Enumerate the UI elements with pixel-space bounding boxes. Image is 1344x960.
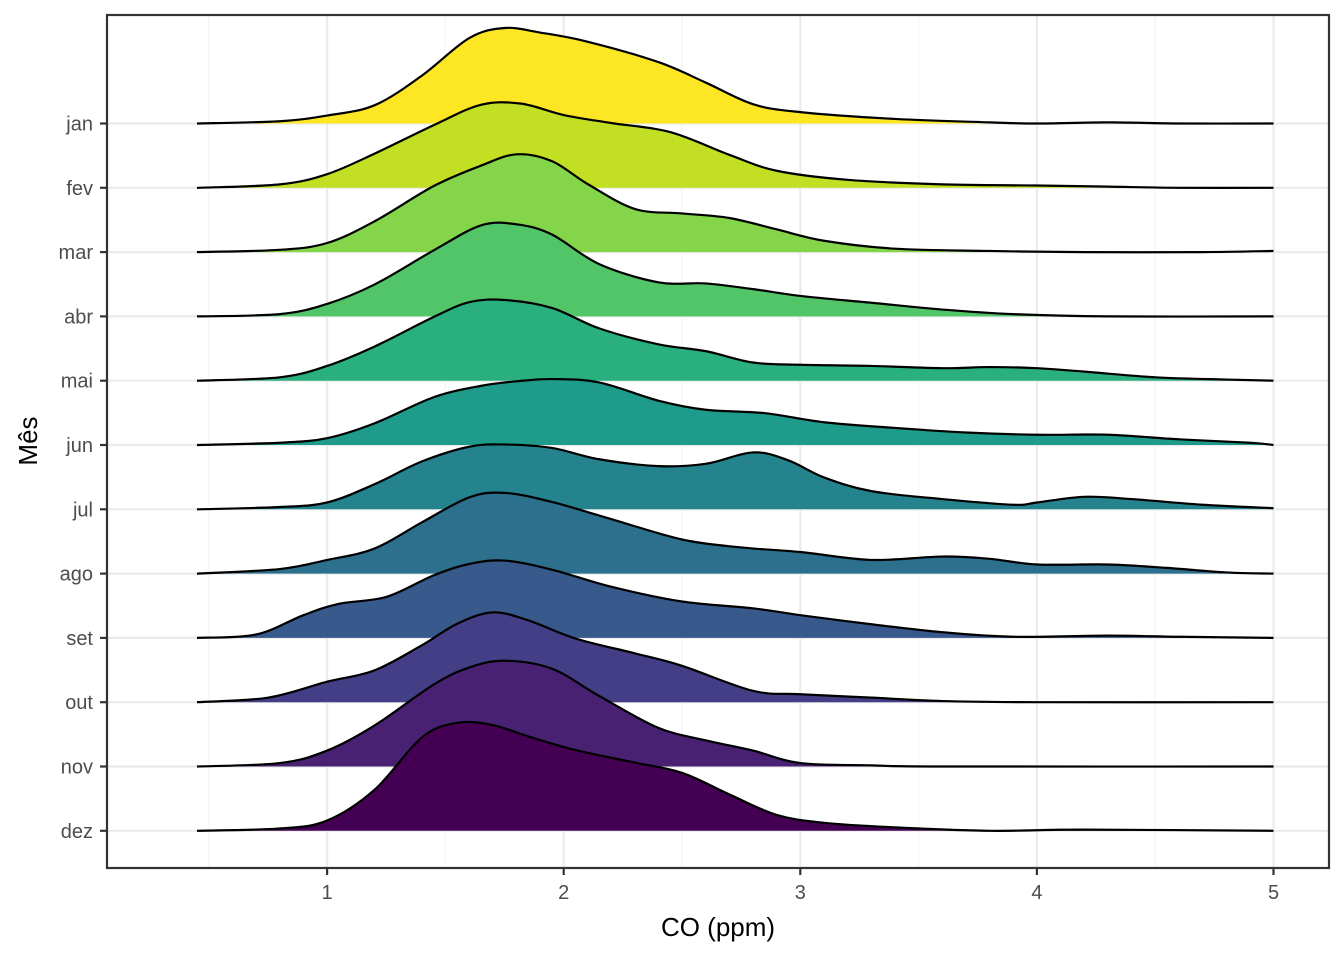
ridge-outline-jul xyxy=(196,443,1274,511)
y-axis-title: Mês xyxy=(13,416,43,465)
x-tick-label: 4 xyxy=(1031,882,1042,904)
ridge-outline-fev xyxy=(196,101,1274,189)
ridge-fev xyxy=(196,101,1274,189)
ridge-ago xyxy=(196,491,1274,575)
ridge-dez xyxy=(196,720,1274,832)
ridge-outline-abr xyxy=(196,221,1274,318)
ridge-fill-set xyxy=(196,560,1274,638)
ridge-outline-dez xyxy=(196,720,1274,832)
y-tick-label-out: out xyxy=(65,692,93,714)
x-tick-label: 3 xyxy=(795,882,806,904)
y-tick-label-nov: nov xyxy=(61,757,93,779)
ridge-jul xyxy=(196,443,1274,511)
ridge-mai xyxy=(196,298,1274,382)
ridge-jun xyxy=(196,377,1274,447)
ridge-fill-mar xyxy=(196,154,1274,253)
x-tick-label: 1 xyxy=(322,882,333,904)
y-tick-label-mar: mar xyxy=(59,242,94,264)
ridge-outline-ago xyxy=(196,491,1274,575)
panel-border xyxy=(105,13,1331,870)
y-tick-label-mai: mai xyxy=(61,371,93,393)
ridge-outline-mar xyxy=(196,153,1274,254)
ridge-fill-jan xyxy=(196,27,1274,124)
y-tick-label-jun: jun xyxy=(65,435,93,457)
y-tick-label-dez: dez xyxy=(61,821,93,843)
ridge-outline-mai xyxy=(196,298,1274,382)
x-tick-label: 5 xyxy=(1268,882,1279,904)
ridge-set xyxy=(196,559,1274,639)
ridge-outline-out xyxy=(196,611,1274,704)
ridge-mar xyxy=(196,153,1274,254)
y-tick-label-abr: abr xyxy=(64,306,93,328)
ridge-fill-mai xyxy=(196,299,1274,381)
ridge-fill-abr xyxy=(196,222,1274,317)
ridge-outline-nov xyxy=(196,659,1274,768)
ridge-outline-jan xyxy=(196,26,1274,125)
y-tick-label-set: set xyxy=(66,628,93,650)
ridge-abr xyxy=(196,221,1274,318)
ridge-fill-ago xyxy=(196,492,1274,574)
ridge-fill-dez xyxy=(196,721,1274,831)
y-tick-label-jul: jul xyxy=(72,499,93,521)
ridges xyxy=(196,26,1274,832)
axes: 1 2 3 4 5 jan fev mar abr mai jun jul ago set out nov de… xyxy=(59,114,1280,905)
y-tick-label-ago: ago xyxy=(60,564,93,586)
ridge-outline-set xyxy=(196,559,1274,639)
y-tick-label-jan: jan xyxy=(65,114,93,136)
ridge-outline-jun xyxy=(196,377,1274,447)
x-tick-label: 2 xyxy=(558,882,569,904)
ridge-fill-fev xyxy=(196,102,1274,188)
x-axis-title: CO (ppm) xyxy=(661,912,775,942)
y-tick-label-fev: fev xyxy=(66,178,93,200)
ridge-fill-jul xyxy=(196,444,1274,510)
ridge-jan xyxy=(196,26,1274,125)
